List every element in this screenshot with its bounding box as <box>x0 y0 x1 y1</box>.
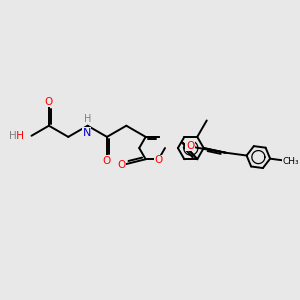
Text: O: O <box>103 156 111 166</box>
Text: H: H <box>9 131 17 141</box>
Text: H: H <box>84 114 91 124</box>
Text: O: O <box>186 141 194 151</box>
Text: OH: OH <box>9 131 25 141</box>
Text: N: N <box>82 128 91 138</box>
Text: O: O <box>117 160 126 170</box>
Text: O: O <box>45 97 53 107</box>
Text: CH₃: CH₃ <box>282 157 299 166</box>
Text: O: O <box>154 155 163 165</box>
